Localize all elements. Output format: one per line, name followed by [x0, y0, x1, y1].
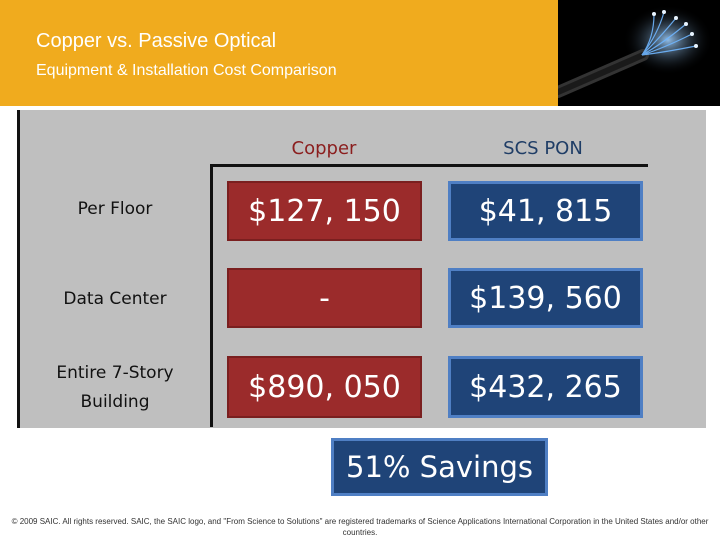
cell-pon-per-floor: $41, 815 — [448, 181, 643, 241]
fiber-optic-cable-icon — [558, 0, 720, 106]
table-vertical-rule — [210, 165, 213, 427]
column-header-pon: SCS PON — [503, 138, 583, 159]
cell-pon-data-center: $139, 560 — [448, 268, 643, 328]
cell-copper-data-center: - — [227, 268, 422, 328]
column-header-copper: Copper — [291, 138, 357, 159]
copyright-footer: © 2009 SAIC. All rights reserved. SAIC, … — [11, 517, 709, 537]
savings-callout: 51% Savings — [331, 438, 548, 496]
cell-copper-per-floor: $127, 150 — [227, 181, 422, 241]
row-label-per-floor: Per Floor — [77, 199, 153, 219]
table-header-rule — [210, 164, 648, 167]
cell-pon-building: $432, 265 — [448, 356, 643, 418]
row-label-data-center: Data Center — [63, 289, 167, 309]
cell-copper-building: $890, 050 — [227, 356, 422, 418]
row-label-building: Entire 7-Story Building — [56, 363, 174, 412]
slide-subtitle: Equipment & Installation Cost Comparison — [36, 62, 337, 79]
slide-title: Copper vs. Passive Optical — [36, 30, 277, 52]
header-banner: Copper vs. Passive Optical Equipment & I… — [0, 0, 558, 106]
